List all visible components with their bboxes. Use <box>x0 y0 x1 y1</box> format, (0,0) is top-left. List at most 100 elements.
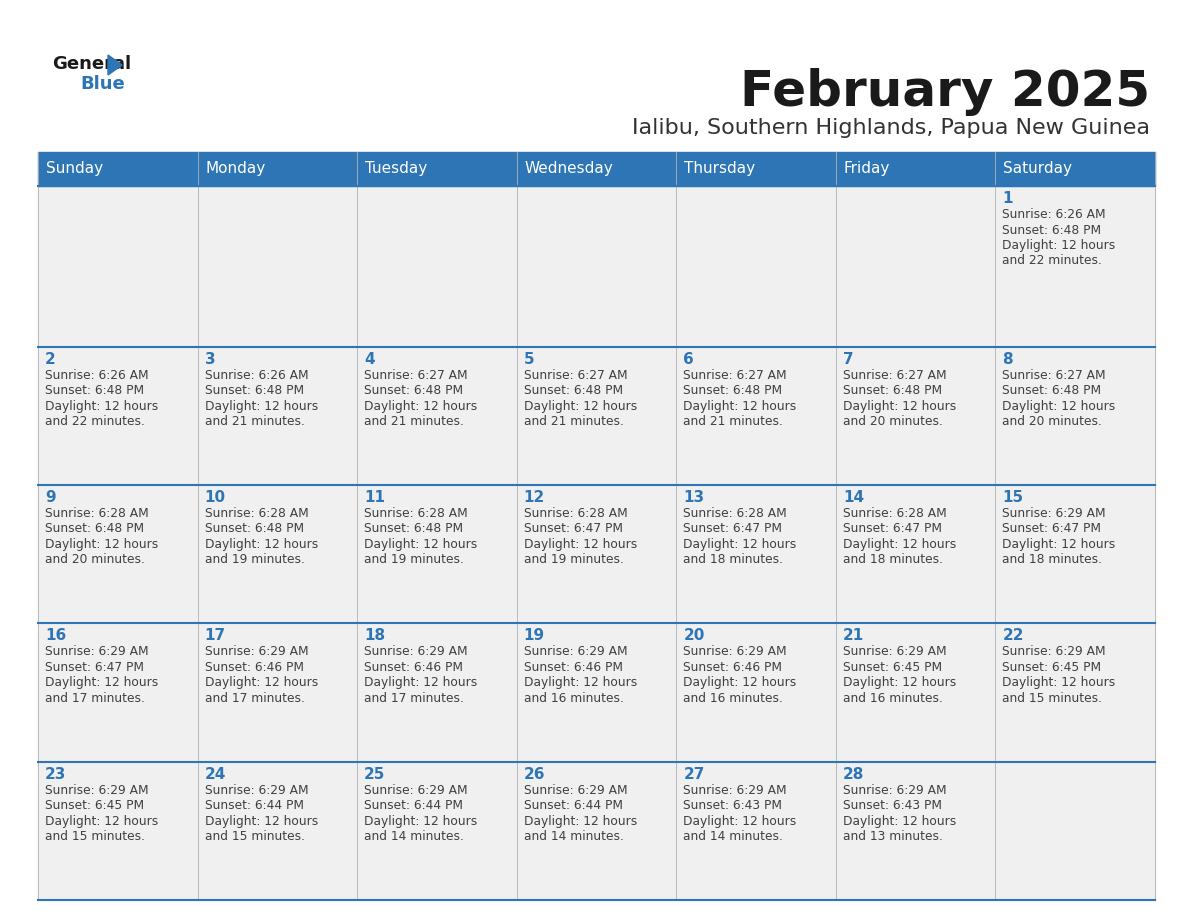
Text: Sunrise: 6:29 AM: Sunrise: 6:29 AM <box>842 784 947 797</box>
Text: Sunset: 6:48 PM: Sunset: 6:48 PM <box>365 522 463 535</box>
Text: Sunrise: 6:26 AM: Sunrise: 6:26 AM <box>45 369 148 382</box>
Text: and 20 minutes.: and 20 minutes. <box>45 554 145 566</box>
Bar <box>676 152 836 186</box>
Text: Sunset: 6:48 PM: Sunset: 6:48 PM <box>524 384 623 397</box>
Text: 10: 10 <box>204 490 226 505</box>
Bar <box>197 152 358 186</box>
Text: Sunrise: 6:28 AM: Sunrise: 6:28 AM <box>204 507 309 520</box>
Polygon shape <box>108 55 122 75</box>
Text: Daylight: 12 hours: Daylight: 12 hours <box>204 399 318 413</box>
Text: Sunset: 6:45 PM: Sunset: 6:45 PM <box>45 800 144 812</box>
Text: Daylight: 12 hours: Daylight: 12 hours <box>1003 677 1116 689</box>
Text: Daylight: 12 hours: Daylight: 12 hours <box>683 399 796 413</box>
Text: 2: 2 <box>45 352 56 366</box>
Bar <box>38 762 1155 900</box>
Text: and 17 minutes.: and 17 minutes. <box>204 692 304 705</box>
Text: Sunset: 6:43 PM: Sunset: 6:43 PM <box>842 800 942 812</box>
Text: and 19 minutes.: and 19 minutes. <box>365 554 465 566</box>
Text: and 19 minutes.: and 19 minutes. <box>204 554 304 566</box>
Bar <box>38 623 1155 762</box>
Text: Daylight: 12 hours: Daylight: 12 hours <box>842 538 956 551</box>
Text: Sunrise: 6:29 AM: Sunrise: 6:29 AM <box>204 784 308 797</box>
Text: Sunrise: 6:26 AM: Sunrise: 6:26 AM <box>1003 208 1106 221</box>
Text: and 22 minutes.: and 22 minutes. <box>1003 254 1102 267</box>
Text: 15: 15 <box>1003 490 1024 505</box>
Text: Daylight: 12 hours: Daylight: 12 hours <box>683 538 796 551</box>
Text: Daylight: 12 hours: Daylight: 12 hours <box>204 677 318 689</box>
Text: and 17 minutes.: and 17 minutes. <box>45 692 145 705</box>
Text: Tuesday: Tuesday <box>365 162 428 176</box>
Text: 22: 22 <box>1003 628 1024 644</box>
Bar <box>38 152 197 186</box>
Text: Daylight: 12 hours: Daylight: 12 hours <box>365 677 478 689</box>
Text: Sunset: 6:48 PM: Sunset: 6:48 PM <box>1003 223 1101 237</box>
Text: Monday: Monday <box>206 162 266 176</box>
Text: Ialibu, Southern Highlands, Papua New Guinea: Ialibu, Southern Highlands, Papua New Gu… <box>632 118 1150 138</box>
Text: Sunrise: 6:29 AM: Sunrise: 6:29 AM <box>524 784 627 797</box>
Text: Sunset: 6:48 PM: Sunset: 6:48 PM <box>683 384 783 397</box>
Text: Sunrise: 6:29 AM: Sunrise: 6:29 AM <box>365 784 468 797</box>
Text: and 16 minutes.: and 16 minutes. <box>842 692 943 705</box>
Text: Thursday: Thursday <box>684 162 756 176</box>
Text: Sunset: 6:47 PM: Sunset: 6:47 PM <box>524 522 623 535</box>
Text: Sunset: 6:48 PM: Sunset: 6:48 PM <box>45 522 144 535</box>
Text: Sunset: 6:47 PM: Sunset: 6:47 PM <box>45 661 144 674</box>
Text: and 15 minutes.: and 15 minutes. <box>45 830 145 843</box>
Text: Daylight: 12 hours: Daylight: 12 hours <box>365 538 478 551</box>
Text: Sunrise: 6:27 AM: Sunrise: 6:27 AM <box>842 369 947 382</box>
Text: Sunrise: 6:27 AM: Sunrise: 6:27 AM <box>524 369 627 382</box>
Text: 28: 28 <box>842 767 864 781</box>
Text: Daylight: 12 hours: Daylight: 12 hours <box>524 677 637 689</box>
Text: Sunrise: 6:28 AM: Sunrise: 6:28 AM <box>45 507 148 520</box>
Text: General: General <box>52 55 131 73</box>
Text: and 14 minutes.: and 14 minutes. <box>524 830 624 843</box>
Text: Sunday: Sunday <box>46 162 103 176</box>
Text: and 19 minutes.: and 19 minutes. <box>524 554 624 566</box>
Text: Daylight: 12 hours: Daylight: 12 hours <box>204 814 318 828</box>
Text: Sunrise: 6:29 AM: Sunrise: 6:29 AM <box>45 645 148 658</box>
Text: Daylight: 12 hours: Daylight: 12 hours <box>524 399 637 413</box>
Text: Daylight: 12 hours: Daylight: 12 hours <box>204 538 318 551</box>
Text: 25: 25 <box>365 767 386 781</box>
Text: Sunset: 6:44 PM: Sunset: 6:44 PM <box>365 800 463 812</box>
Text: Sunset: 6:46 PM: Sunset: 6:46 PM <box>683 661 782 674</box>
Text: Sunrise: 6:27 AM: Sunrise: 6:27 AM <box>1003 369 1106 382</box>
Text: and 20 minutes.: and 20 minutes. <box>842 415 943 428</box>
Text: Daylight: 12 hours: Daylight: 12 hours <box>683 814 796 828</box>
Text: and 15 minutes.: and 15 minutes. <box>1003 692 1102 705</box>
Text: and 17 minutes.: and 17 minutes. <box>365 692 465 705</box>
Text: Sunrise: 6:29 AM: Sunrise: 6:29 AM <box>1003 507 1106 520</box>
Text: and 20 minutes.: and 20 minutes. <box>1003 415 1102 428</box>
Text: 5: 5 <box>524 352 535 366</box>
Text: Saturday: Saturday <box>1004 162 1073 176</box>
Text: Sunrise: 6:27 AM: Sunrise: 6:27 AM <box>365 369 468 382</box>
Text: 4: 4 <box>365 352 374 366</box>
Bar <box>38 347 1155 485</box>
Text: 26: 26 <box>524 767 545 781</box>
Text: 27: 27 <box>683 767 704 781</box>
Text: and 13 minutes.: and 13 minutes. <box>842 830 943 843</box>
Text: and 18 minutes.: and 18 minutes. <box>683 554 783 566</box>
Text: Daylight: 12 hours: Daylight: 12 hours <box>1003 538 1116 551</box>
Text: and 16 minutes.: and 16 minutes. <box>683 692 783 705</box>
Text: and 21 minutes.: and 21 minutes. <box>524 415 624 428</box>
Text: Sunset: 6:48 PM: Sunset: 6:48 PM <box>204 522 304 535</box>
Text: and 21 minutes.: and 21 minutes. <box>365 415 465 428</box>
Bar <box>517 152 676 186</box>
Text: Daylight: 12 hours: Daylight: 12 hours <box>683 677 796 689</box>
Text: 19: 19 <box>524 628 545 644</box>
Text: Friday: Friday <box>843 162 890 176</box>
Text: Sunrise: 6:28 AM: Sunrise: 6:28 AM <box>365 507 468 520</box>
Text: Daylight: 12 hours: Daylight: 12 hours <box>524 814 637 828</box>
Text: Sunset: 6:43 PM: Sunset: 6:43 PM <box>683 800 782 812</box>
Text: Daylight: 12 hours: Daylight: 12 hours <box>842 814 956 828</box>
Text: Sunset: 6:48 PM: Sunset: 6:48 PM <box>365 384 463 397</box>
Text: Blue: Blue <box>80 75 125 93</box>
Text: Sunset: 6:46 PM: Sunset: 6:46 PM <box>365 661 463 674</box>
Text: Sunrise: 6:29 AM: Sunrise: 6:29 AM <box>683 645 786 658</box>
Text: Sunrise: 6:29 AM: Sunrise: 6:29 AM <box>45 784 148 797</box>
Text: and 18 minutes.: and 18 minutes. <box>842 554 943 566</box>
Text: and 16 minutes.: and 16 minutes. <box>524 692 624 705</box>
Text: Sunrise: 6:29 AM: Sunrise: 6:29 AM <box>1003 645 1106 658</box>
Text: Sunset: 6:44 PM: Sunset: 6:44 PM <box>204 800 304 812</box>
